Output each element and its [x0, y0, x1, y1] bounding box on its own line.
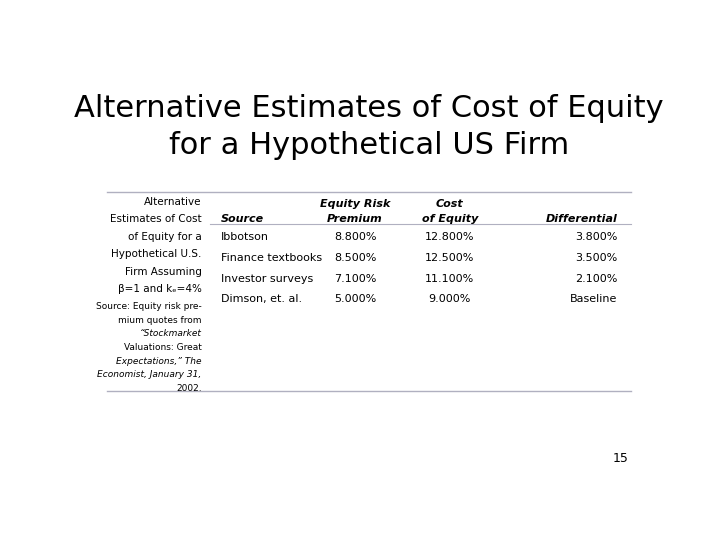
Text: Alternative Estimates of Cost of Equity: Alternative Estimates of Cost of Equity [74, 94, 664, 123]
Text: 3.500%: 3.500% [575, 253, 617, 263]
Text: 8.800%: 8.800% [334, 232, 377, 242]
Text: Economist, January 31,: Economist, January 31, [97, 370, 202, 380]
Text: 8.500%: 8.500% [334, 253, 377, 263]
Text: Source: Equity risk pre-: Source: Equity risk pre- [96, 302, 202, 311]
Text: of Equity for a: of Equity for a [128, 232, 202, 242]
Text: mium quotes from: mium quotes from [118, 315, 202, 325]
Text: Estimates of Cost: Estimates of Cost [110, 214, 202, 225]
Text: “Stockmarket: “Stockmarket [140, 329, 202, 338]
Text: for a Hypothetical US Firm: for a Hypothetical US Firm [169, 131, 569, 160]
Text: Premium: Premium [327, 214, 383, 224]
Text: 2.100%: 2.100% [575, 274, 617, 284]
Text: Finance textbooks: Finance textbooks [221, 253, 323, 263]
Text: 11.100%: 11.100% [426, 274, 474, 284]
Text: Source: Source [221, 214, 264, 224]
Text: 3.800%: 3.800% [575, 232, 617, 242]
Text: 7.100%: 7.100% [334, 274, 377, 284]
Text: Hypothetical U.S.: Hypothetical U.S. [111, 249, 202, 259]
Text: 5.000%: 5.000% [334, 294, 376, 305]
Text: 15: 15 [613, 452, 629, 465]
Text: 2002.: 2002. [176, 384, 202, 393]
Text: Ibbotson: Ibbotson [221, 232, 269, 242]
Text: Baseline: Baseline [570, 294, 617, 305]
Text: Alternative: Alternative [144, 197, 202, 207]
Text: Equity Risk: Equity Risk [320, 199, 390, 208]
Text: Valuations: Great: Valuations: Great [124, 343, 202, 352]
Text: Cost: Cost [436, 199, 464, 208]
Text: Dimson, et. al.: Dimson, et. al. [221, 294, 302, 305]
Text: 12.800%: 12.800% [425, 232, 474, 242]
Text: Differential: Differential [546, 214, 617, 224]
Text: of Equity: of Equity [422, 214, 478, 224]
Text: Expectations,” The: Expectations,” The [116, 357, 202, 366]
Text: Firm Assuming: Firm Assuming [125, 267, 202, 277]
Text: 9.000%: 9.000% [428, 294, 471, 305]
Text: 12.500%: 12.500% [426, 253, 474, 263]
Text: β=1 and kₑ=4%: β=1 and kₑ=4% [118, 285, 202, 294]
Text: Investor surveys: Investor surveys [221, 274, 313, 284]
